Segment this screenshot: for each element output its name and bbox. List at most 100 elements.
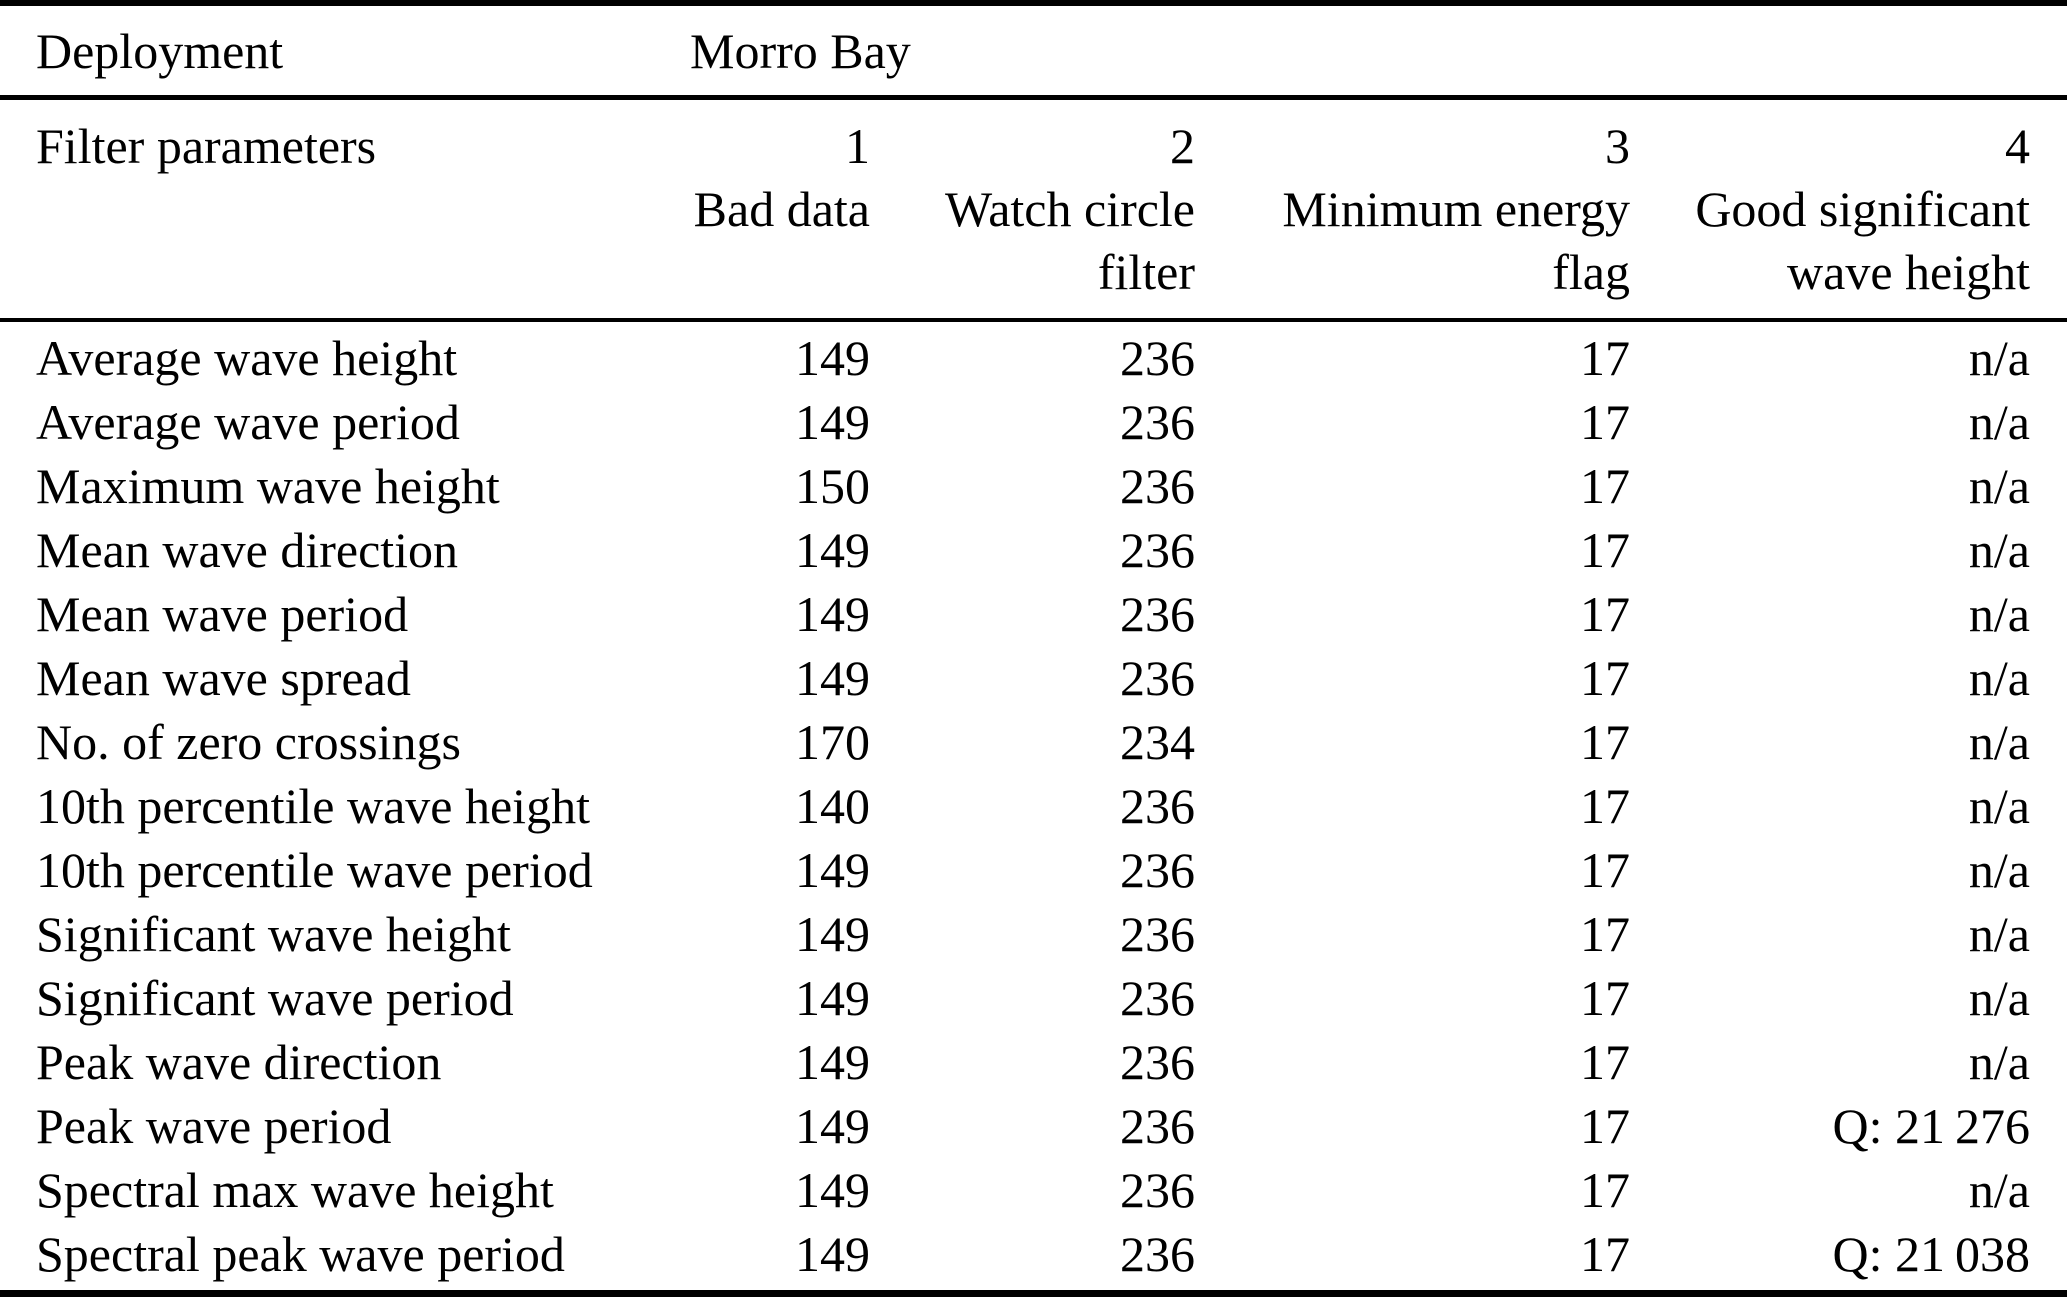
table-row: Significant wave period 149 236 17 n/a <box>0 966 2067 1030</box>
cell-bad-data: 149 <box>795 970 870 1026</box>
table-row: Average wave height 149 236 17 n/a <box>0 326 2067 390</box>
cell-good-swh: n/a <box>1968 842 2030 898</box>
cell-watch-circle: 236 <box>1120 394 1195 450</box>
deployment-label: Deployment <box>36 22 284 79</box>
cell-min-energy: 17 <box>1580 522 1630 578</box>
cell-good-swh: Q: 21 038 <box>1832 1226 2030 1282</box>
cell-bad-data: 149 <box>795 586 870 642</box>
table-row: Significant wave height 149 236 17 n/a <box>0 902 2067 966</box>
cell-good-swh: n/a <box>1968 906 2030 962</box>
row-label: No. of zero crossings <box>36 714 461 770</box>
col-title-good-swh-line1: Good significant <box>1695 181 2030 237</box>
table-row: Spectral max wave height 149 236 17 n/a <box>0 1158 2067 1222</box>
header-col-min-energy: 3 Minimum energy flag <box>1195 115 1630 304</box>
cell-min-energy: 17 <box>1580 1226 1630 1282</box>
row-label: Spectral peak wave period <box>36 1226 565 1282</box>
cell-watch-circle: 236 <box>1120 778 1195 834</box>
row-label: Maximum wave height <box>36 458 500 514</box>
cell-bad-data: 149 <box>795 522 870 578</box>
row-label: Mean wave spread <box>36 650 411 706</box>
table-header: Filter parameters 1 Bad data 2 Watch cir… <box>0 100 2067 318</box>
col-title-min-energy-line2: flag <box>1552 244 1630 300</box>
col-number-3: 3 <box>1605 118 1630 174</box>
row-label: 10th percentile wave height <box>36 778 590 834</box>
horizontal-rule-under-header <box>0 318 2067 322</box>
cell-good-swh: n/a <box>1968 1162 2030 1218</box>
row-label: 10th percentile wave period <box>36 842 593 898</box>
cell-min-energy: 17 <box>1580 1098 1630 1154</box>
cell-bad-data: 149 <box>795 1034 870 1090</box>
cell-good-swh: n/a <box>1968 330 2030 386</box>
horizontal-rule-bottom <box>0 1290 2067 1297</box>
table-row: Peak wave period 149 236 17 Q: 21 276 <box>0 1094 2067 1158</box>
row-label: Peak wave period <box>36 1098 392 1154</box>
cell-good-swh: n/a <box>1968 458 2030 514</box>
deployment-row: Deployment Morro Bay <box>0 6 2067 95</box>
cell-min-energy: 17 <box>1580 714 1630 770</box>
table-row: Mean wave spread 149 236 17 n/a <box>0 646 2067 710</box>
cell-min-energy: 17 <box>1580 906 1630 962</box>
cell-good-swh: n/a <box>1968 970 2030 1026</box>
cell-good-swh: n/a <box>1968 650 2030 706</box>
col-title-min-energy-line1: Minimum energy <box>1282 181 1630 237</box>
col-number-2: 2 <box>1170 118 1195 174</box>
row-label: Significant wave height <box>36 906 511 962</box>
cell-bad-data: 149 <box>795 842 870 898</box>
row-label: Peak wave direction <box>36 1034 442 1090</box>
row-label: Average wave period <box>36 394 460 450</box>
cell-good-swh: n/a <box>1968 586 2030 642</box>
col-number-1: 1 <box>845 118 870 174</box>
col-title-bad-data: Bad data <box>693 181 870 237</box>
deployment-value: Morro Bay <box>690 22 911 79</box>
row-label: Mean wave direction <box>36 522 459 578</box>
cell-min-energy: 17 <box>1580 1162 1630 1218</box>
table-row: Peak wave direction 149 236 17 n/a <box>0 1030 2067 1094</box>
header-col-watch-circle: 2 Watch circle filter <box>870 115 1195 304</box>
cell-bad-data: 149 <box>795 650 870 706</box>
cell-watch-circle: 236 <box>1120 458 1195 514</box>
table-body: Average wave height 149 236 17 n/a Avera… <box>0 322 2067 1286</box>
cell-watch-circle: 236 <box>1120 1034 1195 1090</box>
cell-watch-circle: 236 <box>1120 1162 1195 1218</box>
header-col-bad-data: 1 Bad data <box>660 115 870 304</box>
table-row: No. of zero crossings 170 234 17 n/a <box>0 710 2067 774</box>
row-label: Average wave height <box>36 330 458 386</box>
horizontal-rule-under-deployment <box>0 95 2067 100</box>
cell-min-energy: 17 <box>1580 778 1630 834</box>
horizontal-rule-top <box>0 0 2067 6</box>
cell-good-swh: n/a <box>1968 522 2030 578</box>
cell-good-swh: n/a <box>1968 714 2030 770</box>
cell-watch-circle: 236 <box>1120 842 1195 898</box>
cell-watch-circle: 236 <box>1120 970 1195 1026</box>
col-title-good-swh-line2: wave height <box>1787 244 2030 300</box>
cell-watch-circle: 236 <box>1120 330 1195 386</box>
table-row: Mean wave direction 149 236 17 n/a <box>0 518 2067 582</box>
cell-min-energy: 17 <box>1580 330 1630 386</box>
cell-bad-data: 149 <box>795 1162 870 1218</box>
cell-bad-data: 149 <box>795 394 870 450</box>
cell-watch-circle: 236 <box>1120 906 1195 962</box>
cell-watch-circle: 236 <box>1120 586 1195 642</box>
row-label: Mean wave period <box>36 586 409 642</box>
table-row: Average wave period 149 236 17 n/a <box>0 390 2067 454</box>
cell-bad-data: 149 <box>795 330 870 386</box>
col-title-watch-circle-line1: Watch circle <box>945 181 1195 237</box>
cell-bad-data: 150 <box>795 458 870 514</box>
cell-watch-circle: 236 <box>1120 1098 1195 1154</box>
cell-good-swh: n/a <box>1968 394 2030 450</box>
cell-min-energy: 17 <box>1580 458 1630 514</box>
cell-min-energy: 17 <box>1580 970 1630 1026</box>
col-title-watch-circle-line2: filter <box>1097 244 1195 300</box>
row-label: Spectral max wave height <box>36 1162 554 1218</box>
table-row: 10th percentile wave height 140 236 17 n… <box>0 774 2067 838</box>
cell-watch-circle: 236 <box>1120 650 1195 706</box>
row-label: Significant wave period <box>36 970 514 1026</box>
cell-good-swh: n/a <box>1968 1034 2030 1090</box>
cell-watch-circle: 236 <box>1120 1226 1195 1282</box>
cell-min-energy: 17 <box>1580 394 1630 450</box>
cell-min-energy: 17 <box>1580 842 1630 898</box>
table-row: 10th percentile wave period 149 236 17 n… <box>0 838 2067 902</box>
cell-min-energy: 17 <box>1580 586 1630 642</box>
table-row: Maximum wave height 150 236 17 n/a <box>0 454 2067 518</box>
